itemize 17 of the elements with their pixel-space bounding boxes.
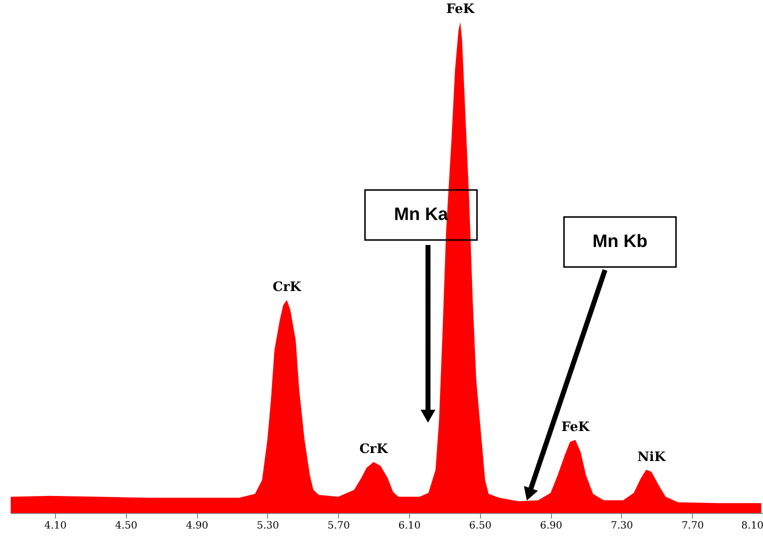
annotation: CrK [272, 280, 302, 295]
x-tick-label: 6.90 [540, 520, 562, 532]
x-tick-label: 7.30 [610, 520, 634, 532]
annotation: CrK [359, 442, 389, 457]
x-tick-label: 8.10 [741, 520, 763, 532]
x-tick-label: 6.50 [469, 520, 492, 532]
x-tick-label: 4.50 [115, 520, 138, 532]
x-tick-label: 5.70 [328, 520, 350, 532]
x-tick-label: 7.70 [682, 520, 704, 532]
annotation: Mn Kb [592, 231, 648, 251]
annotation: NiK [637, 450, 666, 465]
annotation: FeK [561, 420, 590, 435]
x-tick-label: 6.10 [398, 520, 421, 532]
x-tick-label: 4.10 [44, 520, 67, 532]
annotation: FeK [446, 2, 476, 18]
x-tick-label: 4.90 [186, 520, 208, 532]
x-tick-label: 5.30 [256, 520, 280, 532]
